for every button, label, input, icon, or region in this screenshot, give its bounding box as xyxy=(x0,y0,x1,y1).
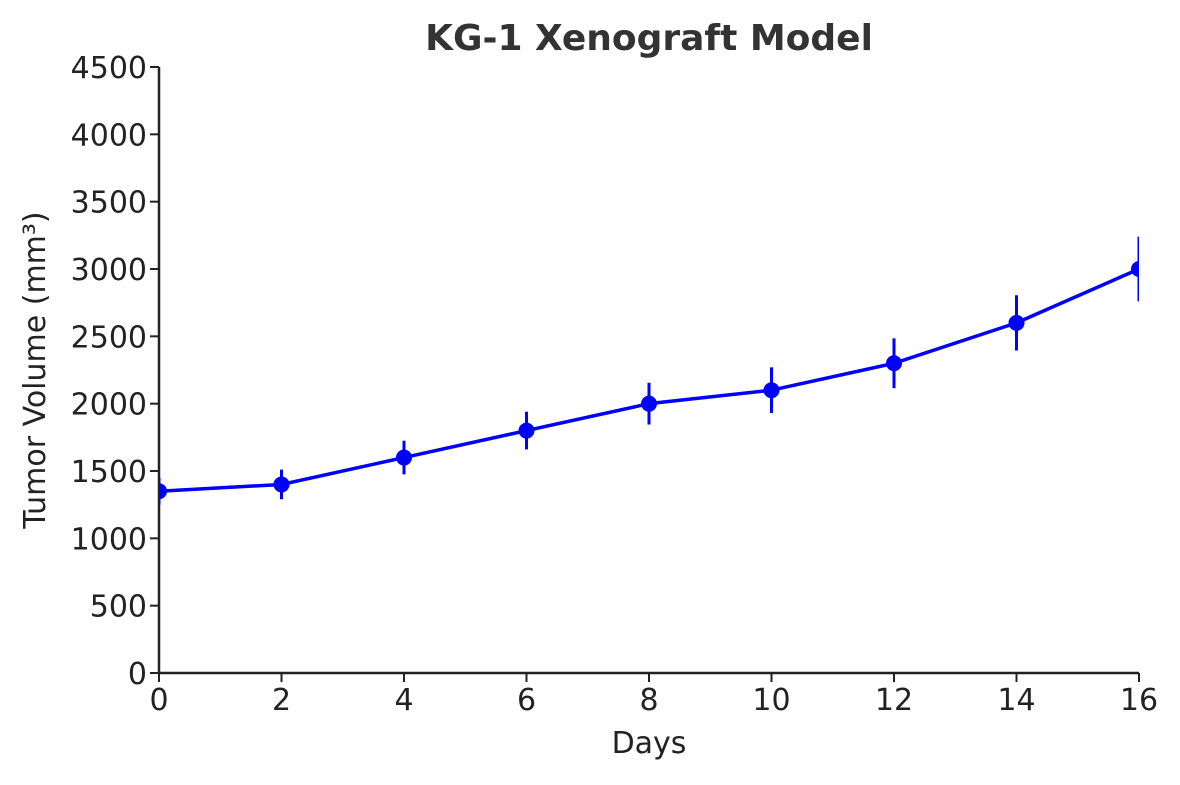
data-point xyxy=(763,382,780,399)
x-tick-label: 0 xyxy=(149,683,168,718)
y-tick-label: 4000 xyxy=(71,118,147,153)
x-tick-label: 6 xyxy=(517,683,536,718)
y-axis-label: Tumor Volume (mm³) xyxy=(18,211,53,529)
y-tick-label: 500 xyxy=(90,590,147,625)
x-tick-label: 4 xyxy=(394,683,413,718)
data-point xyxy=(886,355,902,372)
data-point xyxy=(1008,314,1025,331)
chart-title: KG-1 Xenograft Model xyxy=(425,18,873,59)
y-tick-label: 2500 xyxy=(71,320,147,355)
data-point xyxy=(641,395,657,412)
y-tick-label: 3500 xyxy=(71,186,147,221)
y-tick-label: 0 xyxy=(128,657,147,692)
x-tick-label: 14 xyxy=(997,683,1035,718)
data-point xyxy=(518,422,535,439)
data-point xyxy=(396,449,412,466)
x-tick-label: 16 xyxy=(1120,683,1158,718)
series-line xyxy=(159,267,1139,493)
x-tick-label: 12 xyxy=(875,683,913,718)
y-tick-label: 1500 xyxy=(71,455,147,490)
data-point xyxy=(1131,261,1139,277)
x-tick-label: 8 xyxy=(639,683,658,718)
y-tick-label: 4500 xyxy=(71,51,147,86)
x-axis-label: Days xyxy=(612,726,687,761)
y-tick-label: 2000 xyxy=(71,388,147,423)
y-tick-label: 3000 xyxy=(71,253,147,288)
data-point xyxy=(273,476,290,493)
x-tick-label: 2 xyxy=(272,683,291,718)
x-tick-label: 10 xyxy=(752,683,790,718)
data-point xyxy=(159,483,167,500)
y-tick-label: 1000 xyxy=(71,522,147,557)
